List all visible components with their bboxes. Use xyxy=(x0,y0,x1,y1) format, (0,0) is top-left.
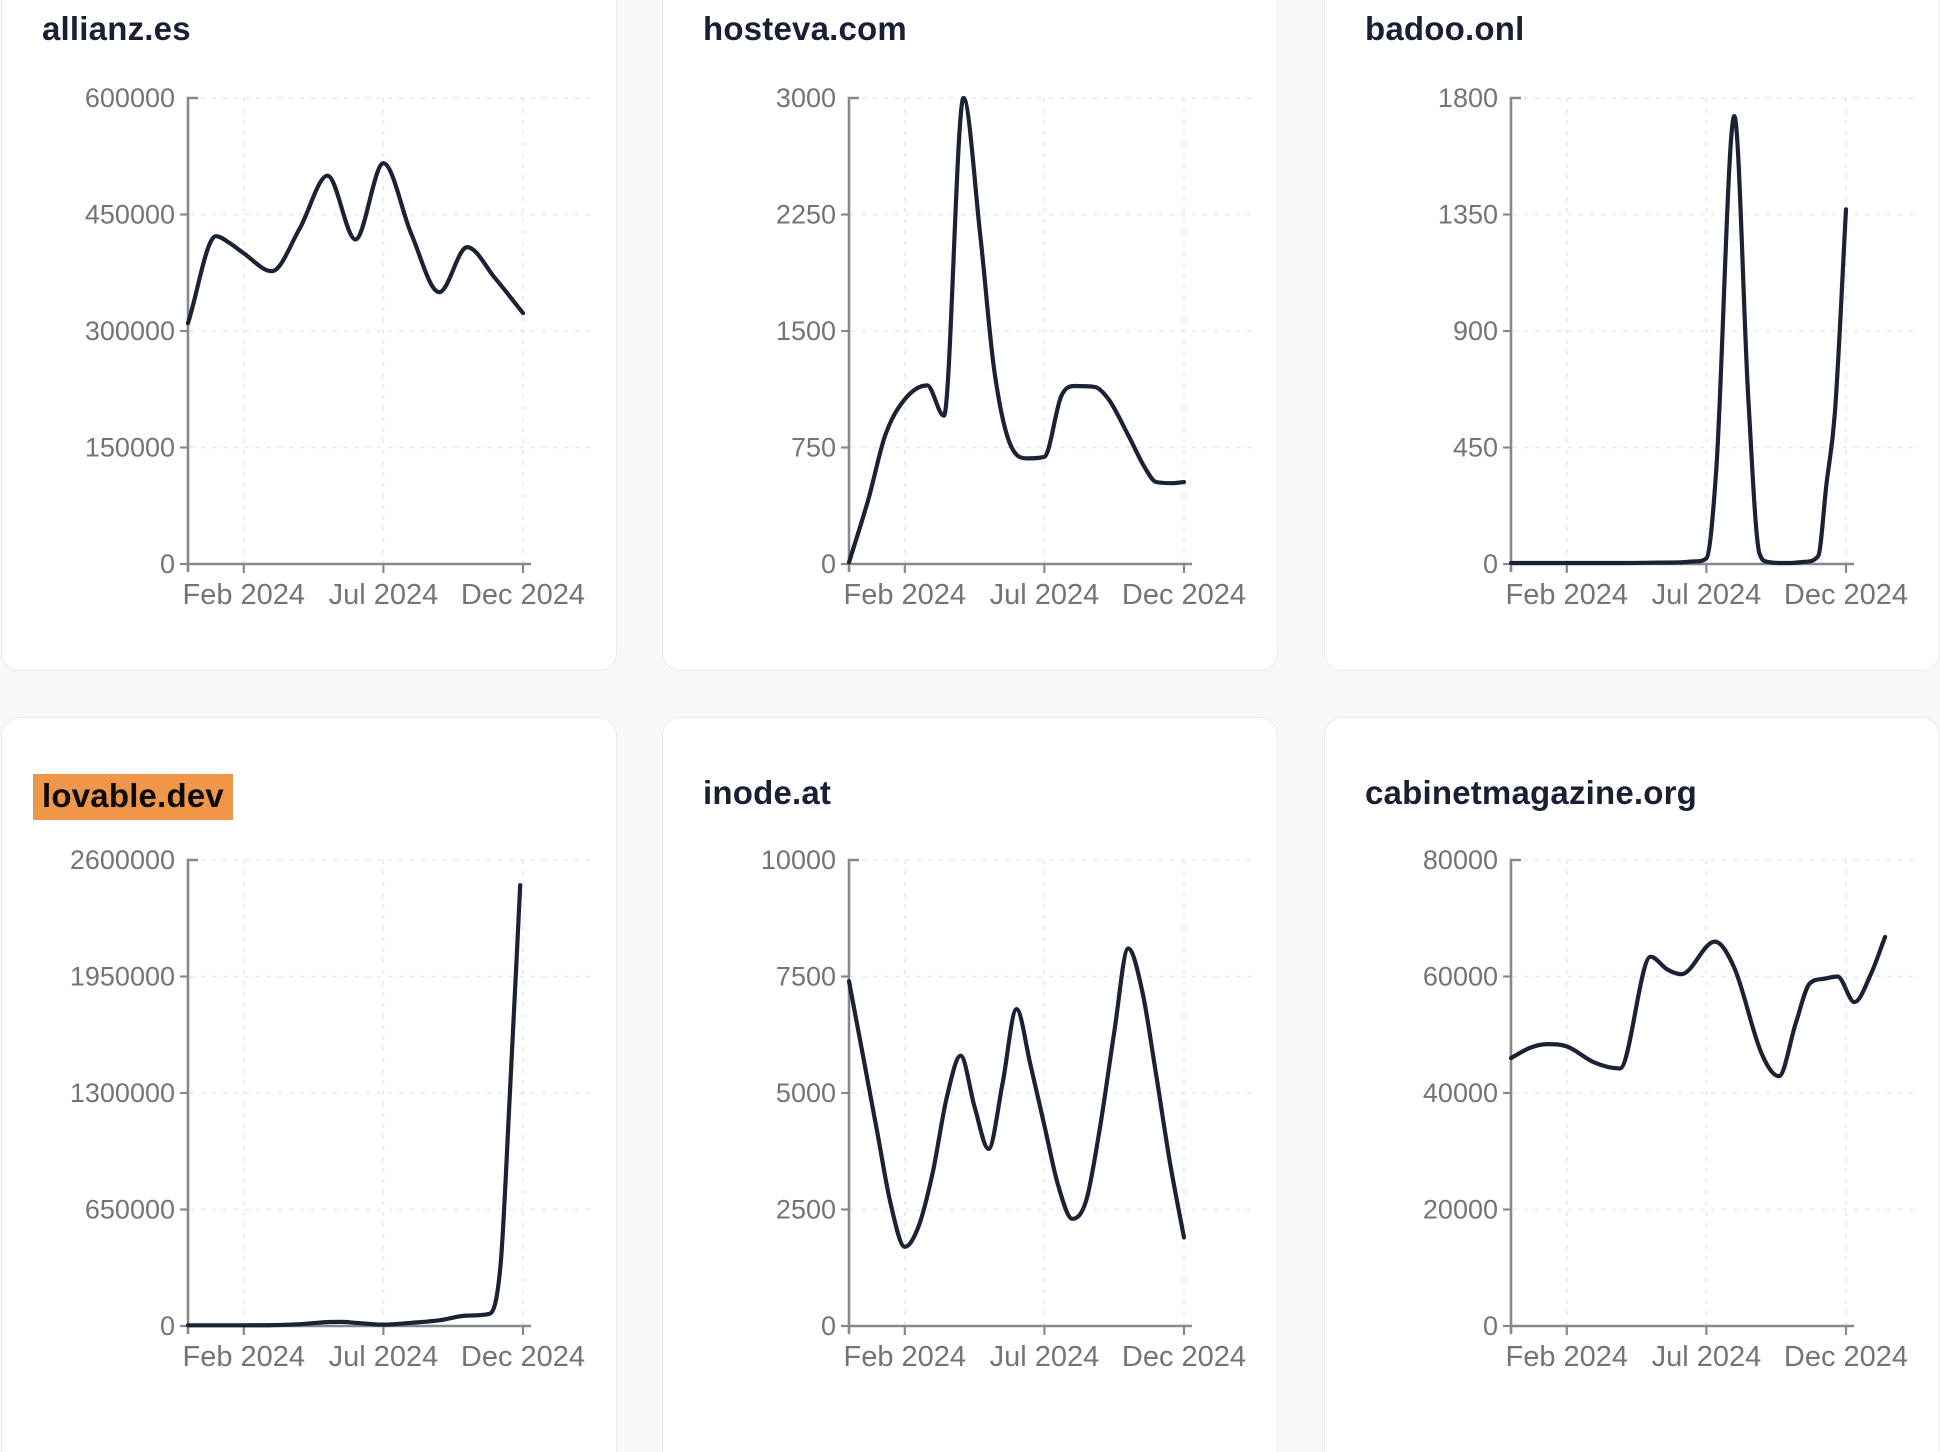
x-tick-label: Jul 2024 xyxy=(1652,579,1762,611)
y-tick-label: 600000 xyxy=(85,83,175,113)
x-tick-label: Jul 2024 xyxy=(990,1341,1100,1373)
y-tick-label: 0 xyxy=(821,549,836,579)
y-tick-label: 1350 xyxy=(1438,200,1498,230)
y-tick-label: 7500 xyxy=(776,962,836,992)
y-tick-label: 2500 xyxy=(776,1195,836,1225)
y-tick-label: 1950000 xyxy=(70,962,175,992)
y-tick-label: 450 xyxy=(1453,433,1498,463)
chart-title: lovable.dev xyxy=(33,774,233,820)
y-tick-label: 1500 xyxy=(776,316,836,346)
data-line xyxy=(185,161,526,326)
y-axis-line xyxy=(186,96,198,572)
y-tick-label: 0 xyxy=(1483,549,1498,579)
chart-card-cabinetmagazine.org[interactable]: cabinetmagazine.org 80000 60000 40000 20000… xyxy=(1324,717,1940,1452)
x-tick-label: Dec 2024 xyxy=(461,579,585,611)
x-tick-label: Jul 2024 xyxy=(329,579,439,611)
y-tick-label: 3000 xyxy=(776,83,836,113)
chart-title: cabinetmagazine.org xyxy=(1365,774,1698,811)
chart-card-badoo.onl[interactable]: badoo.onl 1800 1350 900 450 0 Feb 2024 Jul 202… xyxy=(1324,0,1940,671)
line-chart: 2600000 1950000 1300000 650000 0 Feb 2024 Jul … xyxy=(70,845,594,1373)
y-tick-label: 60000 xyxy=(1423,962,1498,992)
line-chart: 3000 2250 1500 750 0 Feb 2024 Jul 2024 Dec 2024 xyxy=(776,83,1255,611)
y-axis-line xyxy=(186,858,198,1334)
data-line xyxy=(1508,934,1888,1079)
line-chart: 1800 1350 900 450 0 Feb 2024 Jul 2024 Dec 2024 xyxy=(1438,83,1917,611)
x-tick-label: Jul 2024 xyxy=(1652,1341,1762,1373)
x-tick-label: Dec 2024 xyxy=(461,1341,585,1373)
y-tick-label: 0 xyxy=(1483,1311,1498,1341)
x-tick-label: Dec 2024 xyxy=(1784,579,1908,611)
chart-title: hosteva.com xyxy=(703,10,907,47)
x-tick-label: Dec 2024 xyxy=(1122,1341,1246,1373)
y-tick-label: 0 xyxy=(160,1311,175,1341)
chart-card-allianz.es[interactable]: allianz.es 600000 450000 300000 150000 0 Feb … xyxy=(1,0,617,671)
y-tick-label: 450000 xyxy=(85,200,175,230)
y-tick-label: 40000 xyxy=(1423,1078,1498,1108)
chart-card-inode.at[interactable]: inode.at 10000 7500 5000 2500 0 Feb 2024 Jul 2… xyxy=(662,717,1278,1452)
y-tick-label: 900 xyxy=(1453,316,1498,346)
y-tick-label: 10000 xyxy=(761,845,836,875)
x-tick-label: Feb 2024 xyxy=(844,1341,967,1373)
y-tick-label: 150000 xyxy=(85,433,175,463)
y-tick-label: 80000 xyxy=(1423,845,1498,875)
chart-card-hosteva.com[interactable]: hosteva.com 3000 2250 1500 750 0 Feb 2024 Jul … xyxy=(662,0,1278,671)
y-tick-label: 650000 xyxy=(85,1195,175,1225)
x-tick-label: Dec 2024 xyxy=(1784,1341,1908,1373)
line-chart: 80000 60000 40000 20000 0 Feb 2024 Jul 2024 Dec… xyxy=(1423,845,1917,1373)
x-tick-label: Feb 2024 xyxy=(1506,1341,1629,1373)
y-tick-label: 1300000 xyxy=(70,1078,175,1108)
x-tick-label: Jul 2024 xyxy=(329,1341,439,1373)
data-line xyxy=(1508,114,1849,566)
chart-card-lovable.dev[interactable]: lovable.dev 2600000 1950000 1300000 650000 0… xyxy=(1,717,617,1452)
x-tick-label: Feb 2024 xyxy=(1506,579,1629,611)
y-tick-label: 2600000 xyxy=(70,845,175,875)
y-axis-line xyxy=(847,96,859,572)
x-tick-label: Dec 2024 xyxy=(1122,579,1246,611)
x-tick-label: Feb 2024 xyxy=(183,1341,306,1373)
y-tick-label: 2250 xyxy=(776,200,836,230)
data-line xyxy=(846,946,1187,1249)
y-tick-label: 5000 xyxy=(776,1078,836,1108)
y-axis-line xyxy=(1509,96,1521,572)
y-tick-label: 1800 xyxy=(1438,83,1498,113)
y-tick-label: 20000 xyxy=(1423,1195,1498,1225)
line-chart: 10000 7500 5000 2500 0 Feb 2024 Jul 2024 Dec 20… xyxy=(761,845,1255,1373)
data-line xyxy=(185,883,523,1328)
y-tick-label: 0 xyxy=(821,1311,836,1341)
y-axis-line xyxy=(1509,858,1521,1334)
y-tick-label: 750 xyxy=(791,433,836,463)
chart-title: inode.at xyxy=(703,774,832,811)
y-tick-label: 0 xyxy=(160,549,175,579)
chart-title: allianz.es xyxy=(42,10,191,47)
x-tick-label: Feb 2024 xyxy=(844,579,967,611)
data-line xyxy=(846,95,1187,565)
y-tick-label: 300000 xyxy=(85,316,175,346)
chart-title: badoo.onl xyxy=(1365,10,1525,47)
x-tick-label: Jul 2024 xyxy=(990,579,1100,611)
x-tick-label: Feb 2024 xyxy=(183,579,306,611)
line-chart: 600000 450000 300000 150000 0 Feb 2024 Jul 202… xyxy=(85,83,594,611)
y-axis-line xyxy=(847,858,859,1334)
